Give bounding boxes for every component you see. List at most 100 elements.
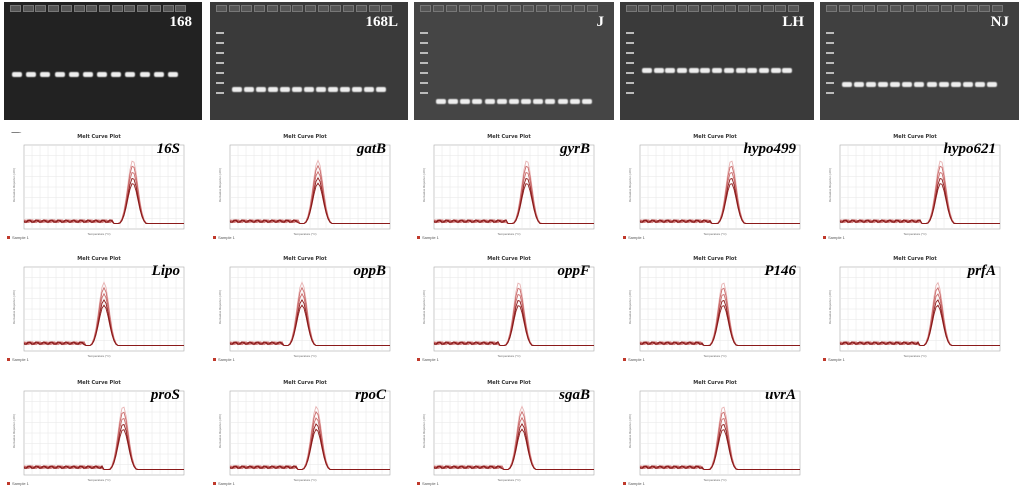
gel-well: [216, 5, 227, 12]
melt-curve-plot: Melt Curve Plot Derivative Reporter (-Rn'…: [4, 133, 194, 245]
legend-label: Sample 1: [218, 481, 235, 486]
legend-swatch: [623, 482, 626, 485]
gel-well: [979, 5, 991, 12]
ladder-band: [826, 32, 834, 34]
gel-well: [510, 5, 521, 12]
ladder-band: [420, 92, 428, 94]
x-axis-label: Temperature (°C): [903, 354, 927, 358]
gel-band: [974, 82, 985, 87]
ladder-band: [626, 62, 634, 64]
gel-well: [992, 5, 1004, 12]
gel-band: [926, 82, 937, 87]
gel-well: [787, 5, 799, 12]
melt-curve-line: [839, 304, 1000, 346]
melt-plot-title: Melt Curve Plot: [693, 134, 737, 140]
gel-band: [328, 87, 338, 92]
gel-band: [82, 72, 93, 77]
gel-well: [445, 5, 457, 12]
y-axis-label: Derivative Reporter (-Rn'): [12, 413, 16, 449]
gel-well: [561, 5, 573, 12]
ladder-band: [626, 82, 634, 84]
ladder-band: [216, 62, 224, 64]
melt-curve-line: [639, 305, 800, 346]
melt-curve-plot: Melt Curve Plot Derivative Reporter (-Rn'…: [210, 255, 400, 367]
x-axis-label: Temperature (°C): [293, 478, 317, 482]
legend-label: Sample 1: [422, 235, 439, 240]
gel-band: [26, 72, 37, 77]
gel-well: [10, 5, 21, 12]
gel-band: [280, 87, 290, 92]
ladder-band: [420, 72, 428, 74]
ladder-band: [216, 32, 224, 34]
melt-curve-svg: [213, 144, 391, 239]
gel-band: [139, 72, 150, 77]
melt-curve-svg: [823, 266, 1001, 361]
melt-curve-plot: Melt Curve Plot Derivative Reporter (-Rn'…: [210, 379, 400, 491]
gene-label: hypo621: [943, 141, 997, 157]
gel-band: [665, 68, 676, 73]
gel-well: [548, 5, 560, 12]
x-axis-label: Temperature (°C): [497, 354, 521, 358]
legend-swatch: [417, 482, 420, 485]
gel-band: [304, 87, 314, 92]
gel-well: [149, 5, 161, 12]
ladder-band: [216, 42, 224, 44]
melt-curve-line: [229, 182, 390, 224]
gel-image: 168: [4, 2, 202, 120]
gene-label: prfA: [967, 263, 996, 279]
gene-label: gatB: [356, 141, 386, 157]
gel-band: [770, 68, 781, 73]
gel-well: [266, 5, 278, 12]
legend-swatch: [623, 358, 626, 361]
legend-swatch: [823, 236, 826, 239]
x-axis-label: Temperature (°C): [703, 478, 727, 482]
gel-well: [330, 5, 342, 12]
ladder-band: [420, 82, 428, 84]
gel-label: NJ: [990, 14, 1009, 30]
gel-well: [73, 5, 85, 12]
melt-curve-svg: [623, 144, 801, 239]
x-axis-label: Temperature (°C): [87, 478, 111, 482]
melt-plot-title: Melt Curve Plot: [283, 380, 327, 386]
gel-well: [111, 5, 123, 12]
gene-label: hypo499: [743, 141, 797, 157]
melt-curve-svg: [417, 144, 595, 239]
gene-label: 16S: [156, 141, 180, 157]
gel-band: [484, 99, 495, 104]
melt-curve-plot: Melt Curve Plot Derivative Reporter (-Rn'…: [4, 379, 194, 491]
y-axis-label: Derivative Reporter (-Rn'): [218, 413, 222, 449]
gel-band: [54, 72, 65, 77]
gene-label: P146: [764, 263, 796, 279]
legend-label: Sample 1: [422, 481, 439, 486]
gel-band: [232, 87, 242, 92]
y-axis-label: Derivative Reporter (-Rn'): [422, 167, 426, 203]
melt-curve-plot: Melt Curve Plot Derivative Reporter (-Rn'…: [820, 133, 1010, 245]
gel-band: [508, 99, 519, 104]
gel-well: [826, 5, 837, 12]
gel-well: [762, 5, 774, 12]
ladder-band: [216, 82, 224, 84]
legend-swatch: [417, 358, 420, 361]
legend-label: Sample 1: [628, 235, 645, 240]
gel-well: [162, 5, 174, 12]
gel-label: 168L: [365, 14, 398, 30]
legend-label: Sample 1: [828, 235, 845, 240]
melt-curve-line: [229, 428, 390, 470]
gel-well: [941, 5, 953, 12]
gel-band: [902, 82, 913, 87]
gel-well: [368, 5, 380, 12]
gel-band: [533, 99, 544, 104]
legend-swatch: [213, 482, 216, 485]
melt-curve-plot: Melt Curve Plot Derivative Reporter (-Rn'…: [820, 255, 1010, 367]
gel-well: [650, 5, 662, 12]
melt-plot-title: Melt Curve Plot: [77, 134, 121, 140]
gel-well: [228, 5, 240, 12]
melt-plot-title: Melt Curve Plot: [77, 380, 121, 386]
gel-band: [890, 82, 901, 87]
gel-band: [735, 68, 746, 73]
gel-label: J: [596, 14, 605, 30]
legend-label: Sample 1: [12, 235, 29, 240]
gene-label: sgaB: [559, 387, 590, 403]
gel-well: [305, 5, 316, 12]
gene-label: Lipo: [151, 263, 180, 279]
